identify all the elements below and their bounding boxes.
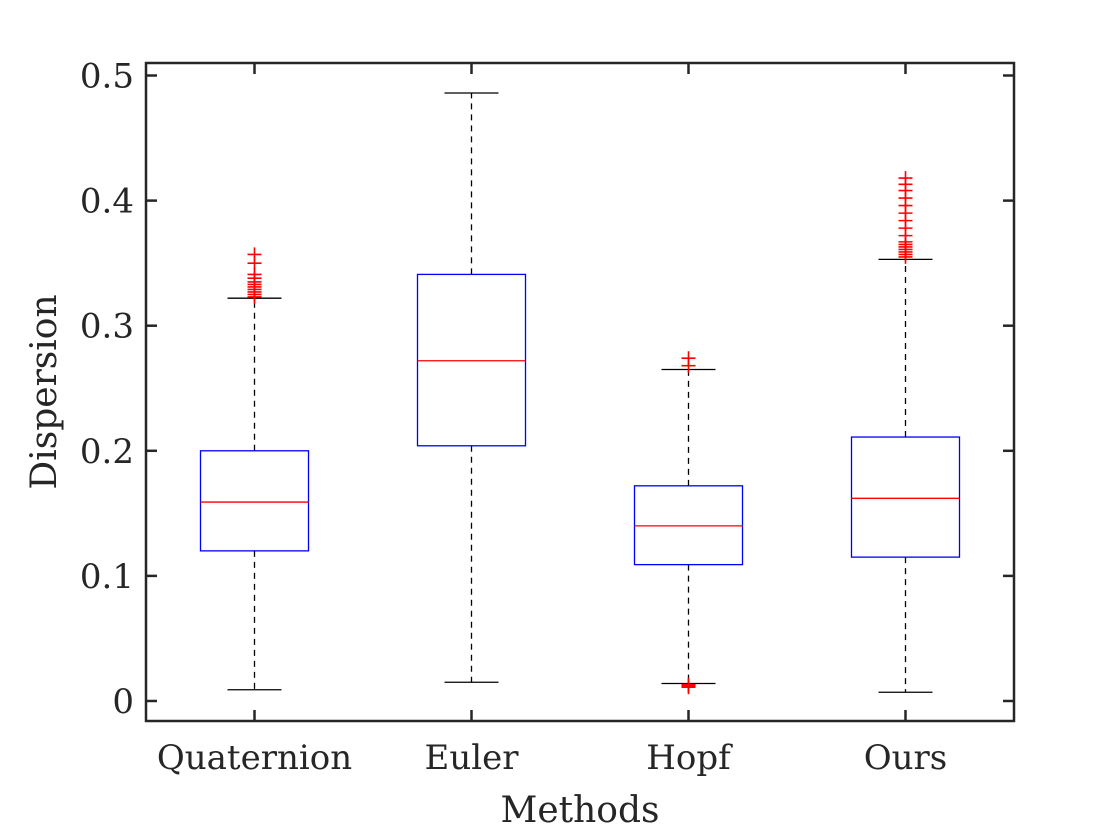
y-tick-label: 0.1 [80,557,134,597]
y-tick-label: 0.2 [80,432,134,472]
x-tick-label: Ours [864,738,947,778]
y-axis-label: Dispersion [24,294,65,489]
outlier-marker [681,677,696,692]
box-group-hopf [633,351,744,695]
interquartile-box [199,450,310,552]
y-tick-label: 0.3 [80,307,134,347]
box-group-euler [416,92,527,683]
axis-ticks: 0 0.1 0.2 0.3 0.4 0.5 Quaternion Euler Hopf Ours [80,57,1014,778]
outlier-marker [681,351,696,366]
x-tick-label: Quaternion [157,738,352,778]
axes-frame [144,61,1016,723]
interquartile-box [850,436,961,558]
x-tick-label: Euler [425,738,520,778]
x-tick-label: Hopf [646,738,733,778]
y-tick-label: 0.5 [80,57,134,97]
outlier-marker [247,247,262,262]
x-axis-label: Methods [500,790,659,831]
box-group-quaternion [199,247,310,691]
outlier-marker [898,171,913,186]
y-tick-label: 0.4 [80,182,134,222]
box-group-ours [850,171,961,693]
y-tick-label: 0 [112,682,134,722]
plot-content [199,92,961,695]
